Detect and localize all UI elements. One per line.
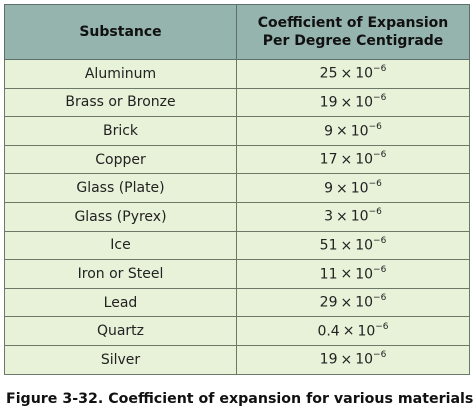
coefficient-mantissa: 25 [319, 66, 338, 83]
coefficient-mantissa: 0.4 [317, 323, 340, 340]
coefficient-base: 10 [355, 294, 374, 311]
coefficient-mantissa: 17 [319, 151, 338, 168]
coefficient-cell: 17 × 10−6 [236, 144, 470, 175]
table-row: Glass (Plate) 9 × 10−6 [4, 173, 470, 203]
coefficient-exponent: −6 [373, 236, 387, 247]
coefficient-mantissa: 19 [319, 94, 338, 111]
coefficient-base: 10 [350, 209, 369, 226]
times-symbol: × [336, 209, 348, 226]
coefficient-cell: 9 × 10−6 [236, 116, 470, 146]
table-row: Quartz 0.4 × 10−6 [4, 316, 470, 346]
header-coefficient-line1: Coefficient of Expansion [257, 15, 449, 31]
coefficient-cell: 3 × 10−6 [236, 201, 470, 232]
table-row: Lead 29 × 10−6 [4, 287, 470, 318]
coefficient-cell: 51 × 10−6 [236, 230, 470, 261]
times-symbol: × [340, 294, 353, 311]
coefficient-mantissa: 29 [319, 294, 338, 311]
coefficient-exponent: −6 [368, 207, 382, 218]
coefficient-mantissa: 3 [324, 209, 334, 226]
times-symbol: × [336, 123, 348, 140]
substance-cell: Iron or Steel [4, 259, 237, 289]
table-row: Ice 51 × 10−6 [4, 230, 470, 261]
substance-cell: Copper [4, 144, 237, 175]
coefficient-base: 10 [355, 151, 374, 168]
coefficient-exponent: −6 [373, 150, 387, 161]
times-symbol: × [340, 266, 353, 283]
header-substance: Substance [4, 4, 237, 60]
coefficient-exponent: −6 [373, 264, 387, 275]
coefficient-exponent: −6 [373, 93, 387, 104]
coefficient-base: 10 [355, 66, 374, 83]
coefficient-mantissa: 51 [319, 237, 338, 254]
times-symbol: × [340, 237, 353, 254]
header-coefficient: Coefficient of Expansion Per Degree Cent… [236, 4, 470, 60]
coefficient-exponent: −6 [375, 321, 389, 332]
table-row: Copper 17 × 10−6 [4, 144, 470, 175]
coefficient-base: 10 [355, 237, 374, 254]
expansion-table-container: Substance Coefficient of Expansion Per D… [4, 4, 470, 375]
coefficient-cell: 9 × 10−6 [236, 173, 470, 203]
coefficient-cell: 29 × 10−6 [236, 287, 470, 318]
coefficient-exponent: −6 [368, 121, 382, 132]
coefficient-cell: 25 × 10−6 [236, 59, 470, 89]
coefficient-mantissa: 9 [324, 123, 334, 140]
substance-cell: Aluminum [4, 59, 237, 89]
substance-cell: Ice [4, 230, 237, 261]
substance-cell: Brick [4, 116, 237, 146]
substance-cell: Lead [4, 287, 237, 318]
times-symbol: × [340, 66, 353, 83]
coefficient-cell: 11 × 10−6 [236, 259, 470, 289]
coefficient-exponent: −6 [373, 350, 387, 361]
substance-cell: Quartz [4, 316, 237, 346]
substance-cell: Glass (Pyrex) [4, 201, 237, 232]
times-symbol: × [336, 180, 348, 197]
times-symbol: × [342, 323, 355, 340]
substance-cell: Brass or Bronze [4, 87, 237, 118]
table-row: Aluminum 25 × 10−6 [4, 59, 470, 89]
coefficient-mantissa: 9 [324, 180, 334, 197]
coefficient-base: 10 [355, 266, 374, 283]
substance-cell: Silver [4, 344, 237, 375]
table-row: Silver 19 × 10−6 [4, 344, 470, 375]
coefficient-exponent: −6 [373, 64, 387, 75]
figure-caption: Figure 3-32. Coefficient of expansion fo… [6, 391, 473, 407]
substance-cell: Glass (Plate) [4, 173, 237, 203]
coefficient-exponent: −6 [368, 178, 382, 189]
header-coefficient-line2: Per Degree Centigrade [262, 33, 444, 49]
coefficient-base: 10 [357, 323, 376, 340]
coefficient-cell: 0.4 × 10−6 [236, 316, 470, 346]
table-body: Aluminum 25 × 10−6 Brass or Bronze 19 × 10−6 Bri… [4, 59, 470, 375]
coefficient-base: 10 [350, 123, 369, 140]
times-symbol: × [340, 94, 353, 111]
coefficient-exponent: −6 [373, 293, 387, 304]
coefficient-cell: 19 × 10−6 [236, 87, 470, 118]
coefficient-mantissa: 11 [319, 266, 338, 283]
coefficient-cell: 19 × 10−6 [236, 344, 470, 375]
coefficient-base: 10 [355, 352, 374, 369]
times-symbol: × [340, 151, 353, 168]
table-header-row: Substance Coefficient of Expansion Per D… [4, 4, 470, 60]
table-row: Brass or Bronze 19 × 10−6 [4, 87, 470, 118]
table-row: Glass (Pyrex) 3 × 10−6 [4, 201, 470, 232]
expansion-table: Substance Coefficient of Expansion Per D… [4, 4, 470, 375]
times-symbol: × [340, 352, 353, 369]
coefficient-base: 10 [355, 94, 374, 111]
table-row: Brick 9 × 10−6 [4, 116, 470, 146]
coefficient-mantissa: 19 [319, 352, 338, 369]
coefficient-base: 10 [350, 180, 369, 197]
table-row: Iron or Steel 11 × 10−6 [4, 259, 470, 289]
